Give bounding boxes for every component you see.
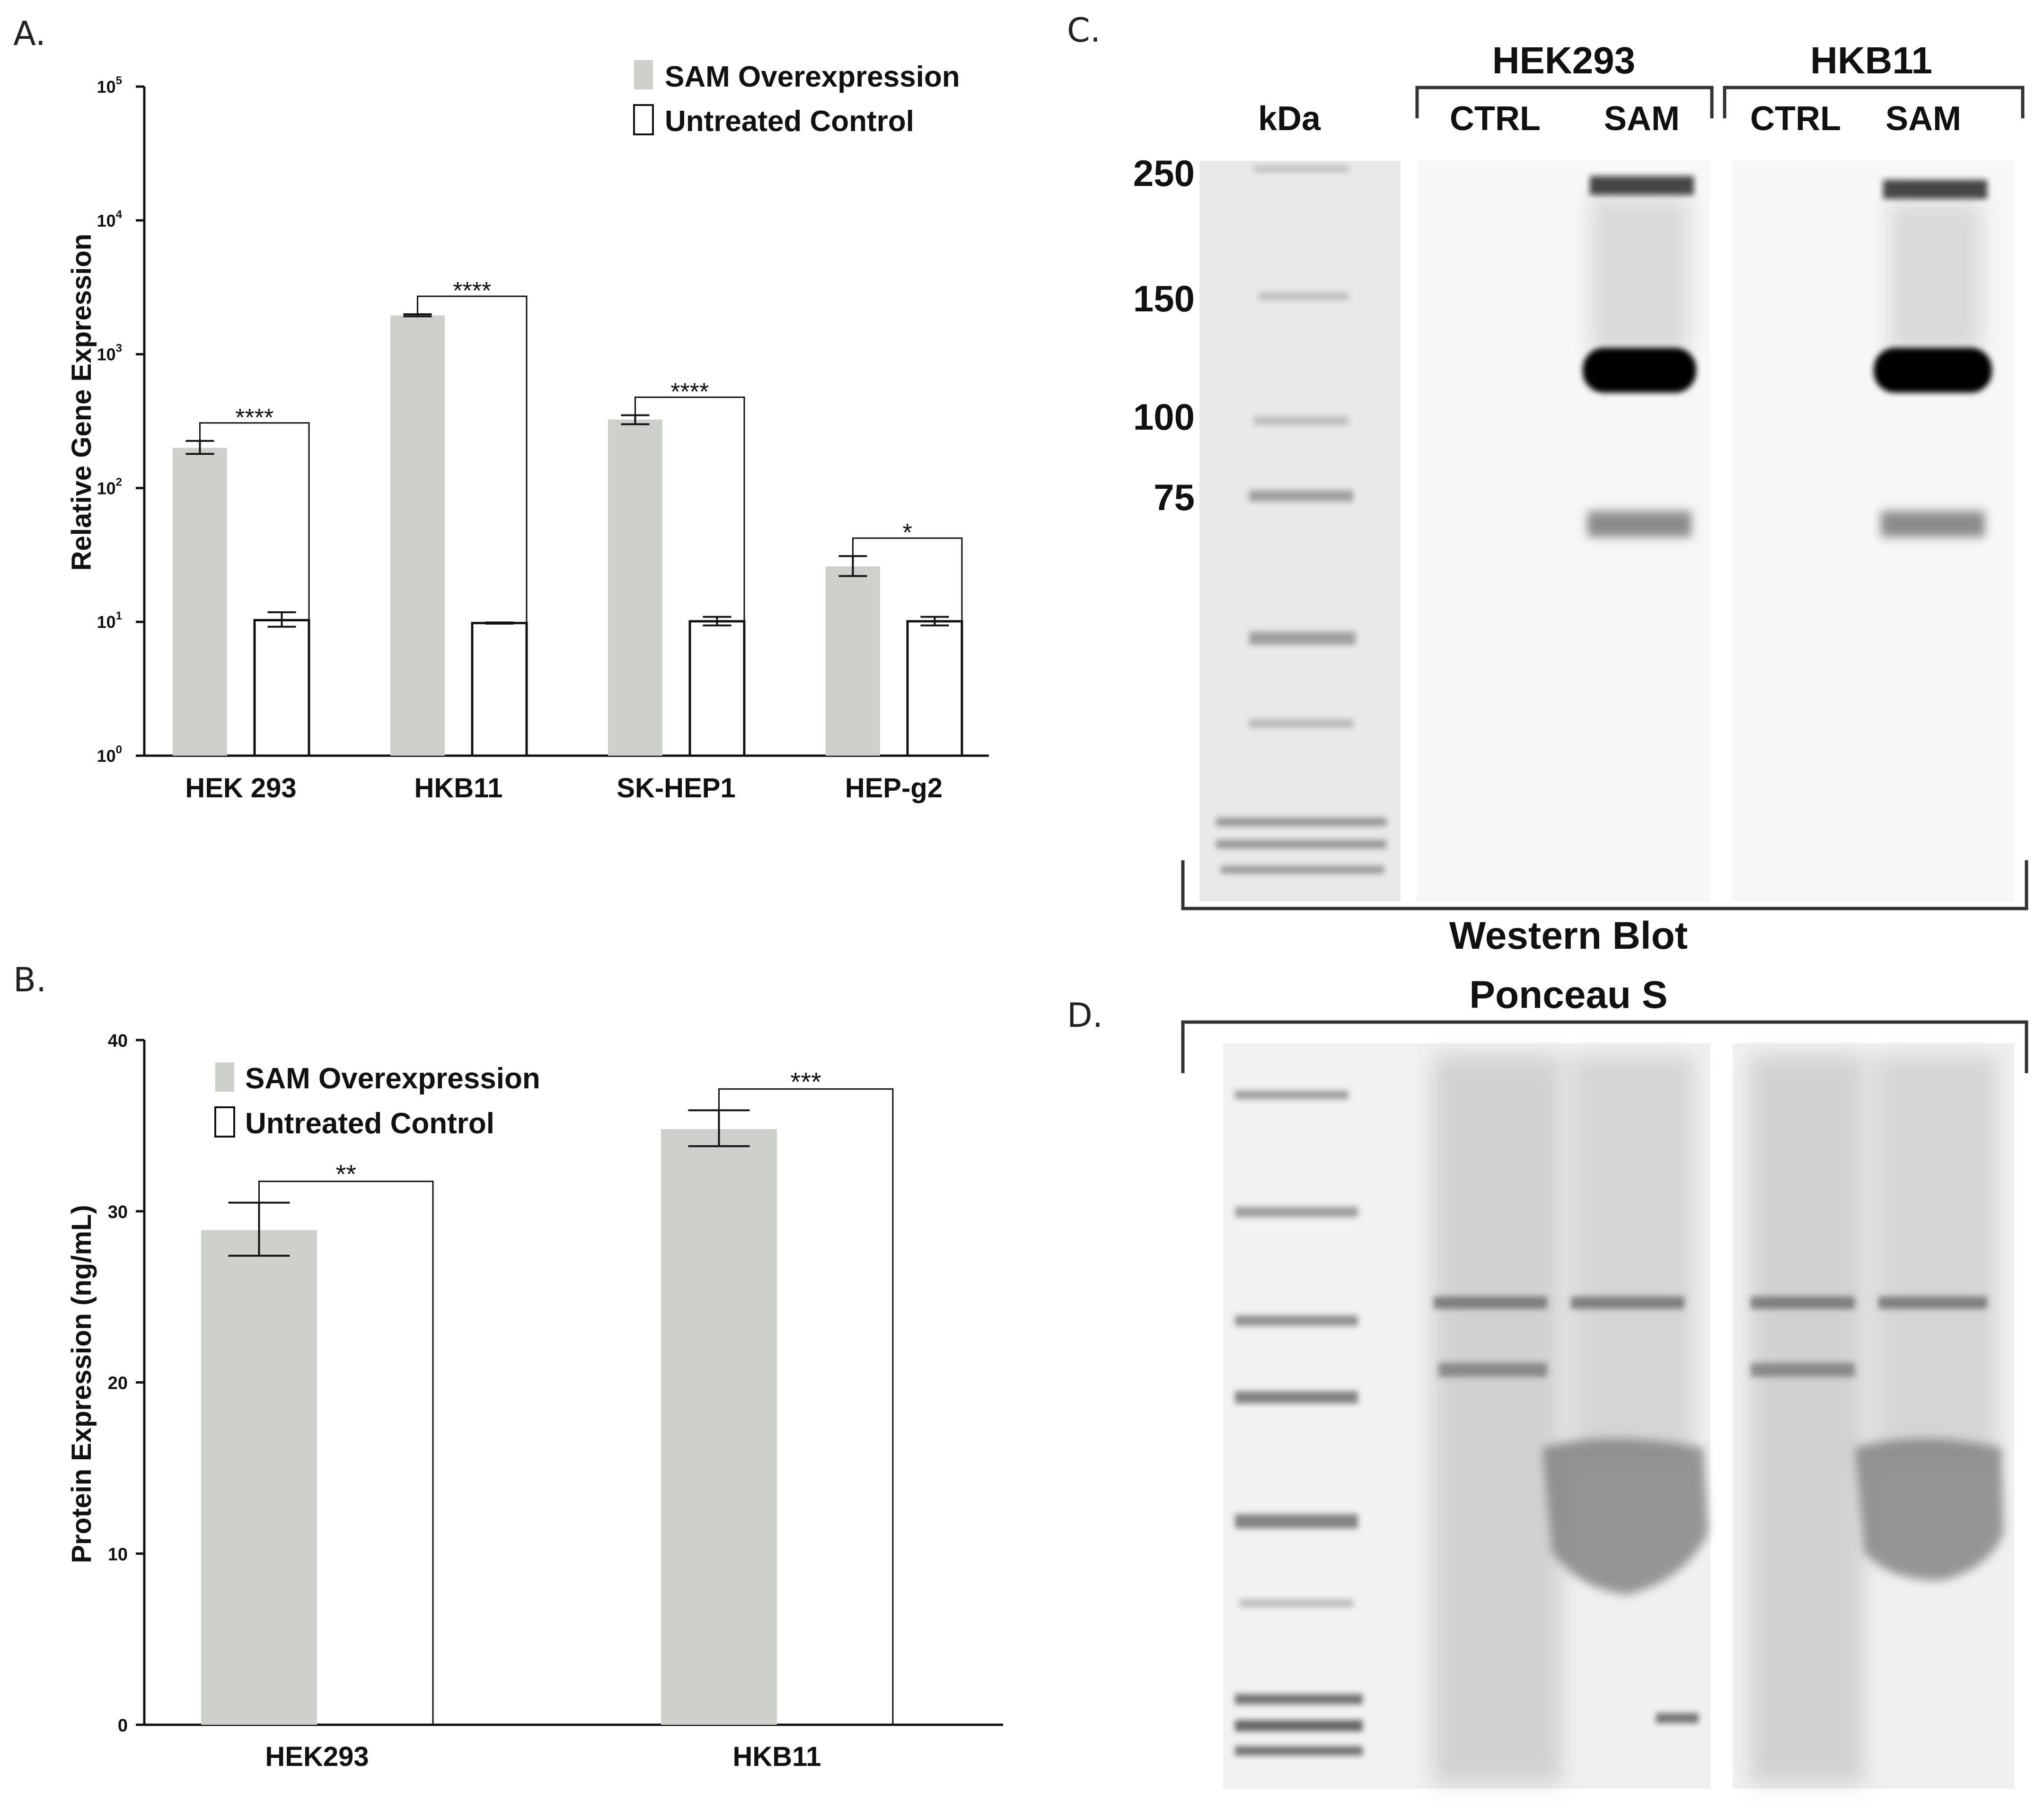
significance-label: ****	[453, 277, 491, 305]
significance-label: ****	[235, 404, 273, 432]
lane-label-hkb11-ctrl: CTRL	[1750, 100, 1841, 138]
bracket-hek293	[1415, 86, 1714, 118]
ponceau-hek293-sam-smear	[1542, 1438, 1708, 1595]
band-hek293-sam-250	[1590, 176, 1694, 195]
bar-control-HEK 293	[253, 619, 310, 757]
chart-a-y-tick-label: 100	[97, 743, 122, 766]
bracket-western-blot	[1181, 860, 2028, 910]
significance-bracket	[634, 397, 745, 621]
band-hek293-sam-70	[1587, 511, 1692, 537]
chart-b-y-title: Protein Expression (ng/mL)	[66, 1205, 97, 1563]
chart-b-y-tick-label: 30	[108, 1202, 128, 1222]
legend-label-control: Untreated Control	[665, 105, 914, 138]
category-label: HEK293	[265, 1741, 369, 1772]
ponceau-hkb11-sam-smear	[1855, 1438, 2004, 1580]
legend-swatch-sam	[215, 1062, 234, 1092]
ponceau-caption: Ponceau S	[1469, 973, 1667, 1016]
category-label: HEK 293	[185, 773, 296, 803]
chart-b-y-tick-label: 40	[108, 1031, 128, 1051]
significance-bracket	[718, 1088, 894, 1725]
legend-label-sam: SAM Overexpression	[245, 1062, 540, 1095]
bar-sam-SK-HEP1	[608, 419, 662, 756]
ponceau-hek293-lanes	[1417, 1043, 1710, 1789]
bar-control-SK-HEP1	[688, 620, 746, 757]
chart-b-y-tick-label: 0	[118, 1716, 128, 1736]
chart-a-y-tick-label: 101	[97, 609, 122, 632]
panel-label-c: C.	[1067, 11, 1101, 50]
legend-label-sam: SAM Overexpression	[665, 61, 960, 93]
panel-label-a: A.	[13, 14, 46, 53]
chart-a-y-tick-label: 105	[97, 74, 122, 97]
marker-100: 100	[1133, 396, 1195, 438]
western-blot-caption: Western Blot	[1449, 914, 1688, 957]
bar-sam-HEK 293	[173, 448, 227, 756]
band-hkb11-sam-70	[1881, 511, 1985, 537]
bracket-ponceau	[1181, 1020, 2028, 1073]
membrane-hek293	[1417, 161, 1710, 901]
marker-75: 75	[1154, 477, 1195, 518]
bar-sam-HEK293	[201, 1230, 317, 1725]
significance-bracket	[852, 537, 963, 621]
band-hek293-sam-120	[1583, 348, 1696, 393]
group-label-hek293: HEK293	[1492, 39, 1635, 81]
ponceau-hkb11-lanes	[1733, 1043, 2014, 1789]
chart-b-legend: SAM Overexpression Untreated Control	[214, 1062, 540, 1140]
marker-150: 150	[1133, 278, 1195, 319]
marker-250: 250	[1133, 152, 1195, 194]
category-label: HKB11	[733, 1741, 821, 1772]
bar-control-HKB11	[471, 622, 528, 757]
ponceau-panel: Ponceau S	[1181, 973, 2028, 1789]
legend-swatch-control	[214, 1106, 235, 1138]
lane-label-hek293-ctrl: CTRL	[1450, 100, 1541, 138]
panel-label-b: B.	[13, 961, 46, 999]
bar-sam-HKB11	[390, 315, 445, 756]
significance-bracket	[199, 422, 310, 620]
chart-a: Relative Gene Expression 100 101 102 103 104…	[66, 60, 989, 803]
chart-a-y-tick-label: 102	[97, 476, 122, 498]
western-blot-panel: kDa HEK293 HKB11 CTRL SAM CTRL SAM 250 1…	[1133, 39, 2028, 957]
lane-label-hek293-sam: SAM	[1604, 100, 1680, 138]
category-label: SK-HEP1	[617, 773, 735, 803]
chart-a-y-tick-label: 104	[97, 208, 123, 230]
significance-label: ***	[791, 1067, 821, 1096]
bar-sam-HEP-g2	[826, 566, 880, 756]
bracket-hkb11	[1723, 86, 2025, 118]
chart-b-y-tick-label: 10	[108, 1544, 128, 1564]
ponceau-ladder-lane	[1223, 1043, 1417, 1789]
significance-bracket	[417, 295, 528, 623]
category-label: HKB11	[414, 773, 503, 803]
chart-a-legend: SAM Overexpression Untreated Control	[633, 60, 960, 138]
bar-sam-HKB11	[661, 1129, 777, 1725]
panel-label-d: D.	[1067, 996, 1103, 1035]
legend-swatch-control	[633, 104, 654, 135]
bar-control-HEP-g2	[906, 620, 963, 757]
kda-label: kDa	[1258, 100, 1321, 138]
significance-label: **	[335, 1159, 356, 1189]
significance-label: ****	[670, 379, 709, 406]
chart-b-y-tick-label: 20	[108, 1374, 128, 1394]
chart-a-y-tick-label: 103	[97, 342, 122, 364]
band-hkb11-sam-120	[1874, 348, 1992, 393]
group-label-hkb11: HKB11	[1810, 39, 1932, 81]
ladder-lane	[1199, 161, 1401, 901]
legend-label-control: Untreated Control	[245, 1107, 494, 1140]
membrane-hkb11	[1733, 161, 2014, 901]
band-hkb11-sam-250	[1883, 180, 1987, 199]
significance-bracket	[258, 1181, 434, 1725]
lane-label-hkb11-sam: SAM	[1885, 100, 1961, 138]
chart-a-y-title: Relative Gene Expression	[66, 234, 97, 571]
category-label: HEP-g2	[845, 773, 943, 803]
significance-label: *	[903, 519, 912, 547]
legend-swatch-sam	[634, 60, 653, 89]
